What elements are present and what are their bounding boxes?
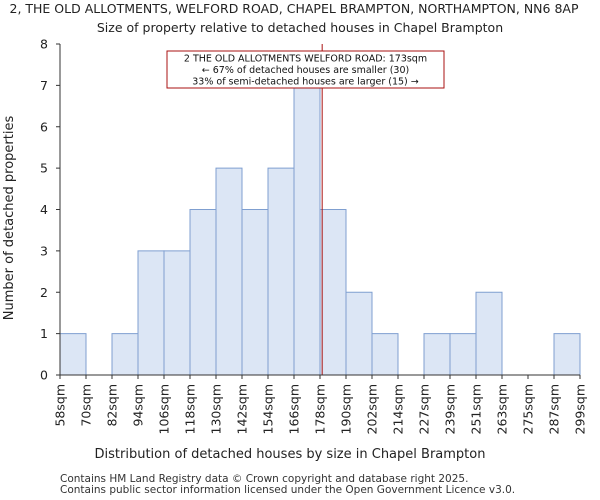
chart-title-address: 2, THE OLD ALLOTMENTS, WELFORD ROAD, CHA… [9,1,579,16]
bar-58sqm [59,333,87,376]
y-tick-label: 4 [40,202,48,217]
x-tick-label: 106sqm [157,384,172,434]
bar-251sqm [475,291,503,376]
y-tick-label: 5 [40,161,48,176]
x-tick-label: 214sqm [391,384,406,434]
y-tick-label: 1 [40,326,48,341]
annotation-line-1: 2 THE OLD ALLOTMENTS WELFORD ROAD: 173sq… [184,54,427,65]
bar-106sqm [163,250,191,376]
footer-copyright: Contains HM Land Registry data © Crown c… [60,473,469,485]
x-tick-label: 154sqm [261,384,276,434]
chart-subtitle: Size of property relative to detached ho… [96,20,504,35]
footer-licence: Contains public sector information licen… [60,484,516,496]
x-tick-label: 70sqm [79,384,94,427]
x-tick-label: 94sqm [131,384,146,427]
y-tick-label: 2 [40,285,48,300]
x-tick-label: 251sqm [469,384,484,434]
bar-82sqm [111,333,139,376]
x-tick-label: 130sqm [209,384,224,434]
x-tick-label: 227sqm [417,384,432,434]
annotation-line-3: 33% of semi-detached houses are larger (… [192,77,419,88]
x-tick-label: 239sqm [443,384,458,434]
bar-166sqm [293,84,321,376]
x-tick-label: 118sqm [183,384,198,434]
annotation-box [166,50,445,89]
x-tick-label: 287sqm [547,384,562,434]
bar-190sqm [345,291,373,376]
y-tick-label: 7 [40,78,48,93]
x-tick-label: 166sqm [287,384,302,434]
x-tick-label: 202sqm [365,384,380,434]
x-axis-label: Distribution of detached houses by size … [95,447,486,462]
bar-239sqm [449,333,477,376]
bar-202sqm [371,333,399,376]
bar-94sqm [137,250,165,376]
y-tick-label: 3 [40,243,48,258]
y-tick-label: 8 [40,37,48,52]
x-tick-label: 82sqm [105,384,120,427]
x-tick-label: 178sqm [313,384,328,434]
bar-130sqm [215,167,243,376]
x-tick-label: 142sqm [235,384,250,434]
bar-154sqm [267,167,295,376]
bar-227sqm [423,333,451,376]
annotation-line-2: ← 67% of detached houses are smaller (30… [202,65,409,76]
bar-142sqm [241,209,269,376]
x-tick-label: 190sqm [339,384,354,434]
x-tick-label: 299sqm [573,384,588,434]
y-tick-label: 0 [40,368,48,383]
bar-287sqm [553,333,581,376]
y-tick-label: 6 [40,119,48,134]
x-tick-label: 263sqm [495,384,510,434]
x-tick-label: 58sqm [53,384,68,427]
x-tick-label: 275sqm [521,384,536,434]
y-axis-label: Number of detached properties [2,116,17,321]
bar-178sqm [319,209,347,376]
bar-118sqm [189,209,217,376]
